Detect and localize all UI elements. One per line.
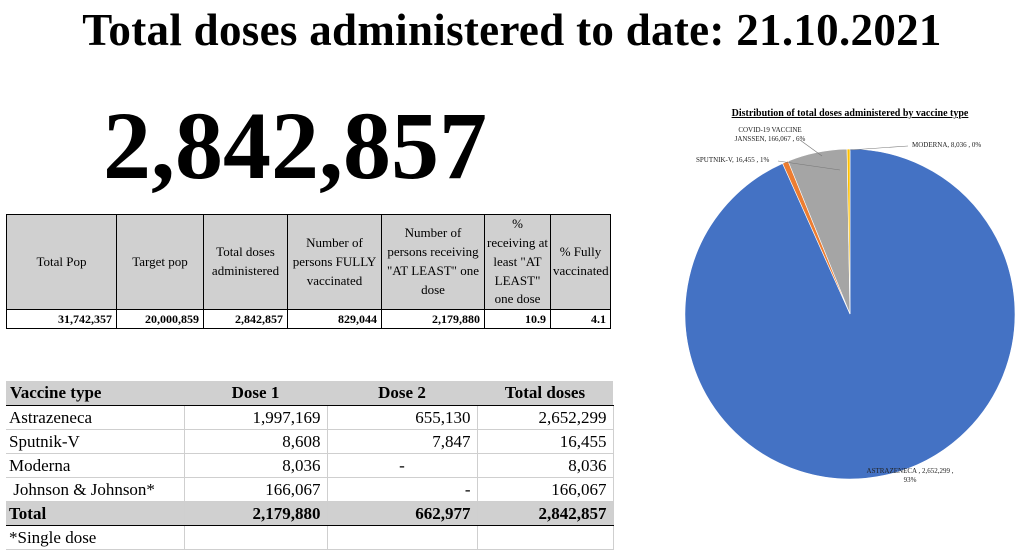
- table-row: Moderna 8,036 - 8,036: [6, 453, 614, 478]
- vaccine-name: Johnson & Johnson*: [6, 477, 185, 502]
- stats-value-total-pop: 31,742,357: [6, 309, 117, 330]
- stats-header-pct-at-least-one: % receiving at least "AT LEAST" one dose: [484, 213, 551, 311]
- stats-value-target-pop: 20,000,859: [116, 309, 204, 330]
- chart-title: Distribution of total doses administered…: [731, 108, 969, 119]
- pie-chart-panel: Distribution of total doses administered…: [682, 104, 1018, 544]
- table-row: Sputnik-V 8,608 7,847 16,455: [6, 429, 614, 454]
- stats-value-at-least-one: 2,179,880: [381, 309, 485, 330]
- pie-slice-label-3: MODERNA, 8,036 , 0%: [912, 141, 981, 149]
- footnote-empty-cell: [477, 525, 614, 550]
- vaccine-header-total: Total doses: [477, 381, 613, 406]
- table-row: Johnson & Johnson* 166,067 - 166,067: [6, 477, 614, 502]
- vaccine-name: Astrazeneca: [6, 405, 185, 430]
- population-stats-table: Total Pop Target pop Total doses adminis…: [6, 213, 611, 330]
- vaccine-header-type: Vaccine type: [6, 381, 184, 406]
- total-label: Total: [6, 501, 185, 526]
- pie-chart: ASTRAZENECA , 2,652,299 , 93% SPUTNIK-V, 1…: [684, 126, 1016, 484]
- pie-leader-line-2: [799, 139, 823, 157]
- stats-header-total-pop: Total Pop: [6, 213, 117, 311]
- stats-value-fully-vaccinated: 829,044: [287, 309, 382, 330]
- pie-slice-3: [846, 148, 851, 315]
- footnote-empty-cell: [184, 525, 328, 550]
- vaccine-name: Moderna: [6, 453, 185, 478]
- vaccine-dose1: 8,608: [184, 429, 328, 454]
- vaccine-total: 2,652,299: [477, 405, 614, 430]
- pie-slice-label-2: COVID-19 VACCINE JANSSEN, 166,067 , 6%: [735, 126, 806, 143]
- vaccine-doses-table: Vaccine type Dose 1 Dose 2 Total doses A…: [6, 381, 614, 550]
- page-title: Total doses administered to date: 21.10.…: [82, 5, 942, 55]
- vaccine-total: 8,036: [477, 453, 614, 478]
- total-doses: 2,842,857: [477, 501, 614, 526]
- total-dose1: 2,179,880: [184, 501, 328, 526]
- pie-slice-label-1: SPUTNIK-V, 16,455 , 1%: [696, 156, 770, 164]
- total-row: Total 2,179,880 662,977 2,842,857: [6, 501, 614, 526]
- stats-header-fully-vaccinated: Number of persons FULLY vaccinated: [287, 213, 382, 311]
- footnote-row: *Single dose: [6, 525, 614, 550]
- vaccine-total: 166,067: [477, 477, 614, 502]
- stats-value-pct-at-least-one: 10.9: [484, 309, 551, 330]
- total-dose2: 662,977: [327, 501, 478, 526]
- vaccine-dose1: 8,036: [184, 453, 328, 478]
- stats-header-row: Total Pop Target pop Total doses adminis…: [6, 213, 611, 311]
- table-row: Astrazeneca 1,997,169 655,130 2,652,299: [6, 405, 614, 430]
- vaccine-dose2: -: [327, 477, 478, 502]
- vaccine-name: Sputnik-V: [6, 429, 185, 454]
- vaccine-header-row: Vaccine type Dose 1 Dose 2 Total doses: [6, 381, 613, 406]
- stats-header-total-doses: Total doses administered: [203, 213, 288, 311]
- vaccine-dose2: 655,130: [327, 405, 478, 430]
- footnote-text: *Single dose: [6, 525, 185, 550]
- pie-leader-line-3: [849, 145, 909, 151]
- stats-value-row: 31,742,357 20,000,859 2,842,857 829,044 …: [6, 309, 611, 330]
- vaccine-dose1: 1,997,169: [184, 405, 328, 430]
- footnote-empty-cell: [327, 525, 478, 550]
- vaccine-header-dose2: Dose 2: [327, 381, 477, 406]
- stats-header-at-least-one: Number of persons receiving "AT LEAST" o…: [381, 213, 485, 311]
- vaccine-dose1: 166,067: [184, 477, 328, 502]
- pie-slice-label-0: ASTRAZENECA , 2,652,299 , 93%: [867, 467, 954, 484]
- stats-value-total-doses: 2,842,857: [203, 309, 288, 330]
- vaccine-total: 16,455: [477, 429, 614, 454]
- vaccine-header-dose1: Dose 1: [184, 381, 327, 406]
- vaccine-dose2: -: [327, 453, 478, 478]
- total-doses-headline: 2,842,857: [103, 92, 487, 199]
- stats-header-pct-fully: % Fully vaccinated: [550, 213, 611, 311]
- stats-value-pct-fully: 4.1: [550, 309, 611, 330]
- vaccine-dose2: 7,847: [327, 429, 478, 454]
- stats-header-target-pop: Target pop: [116, 213, 204, 311]
- pie-leader-line-1: [777, 160, 841, 171]
